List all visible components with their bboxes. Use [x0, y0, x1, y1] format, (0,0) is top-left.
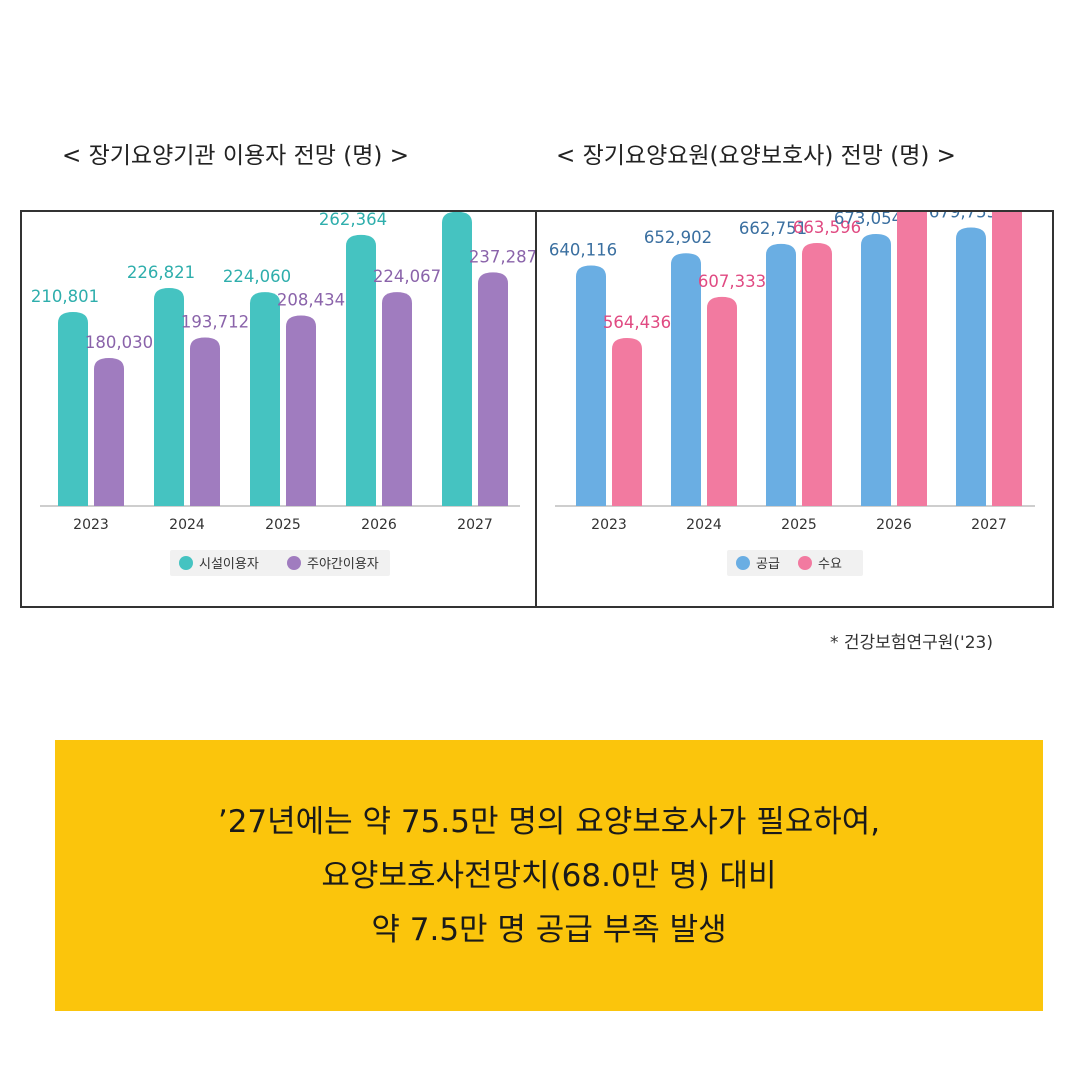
right-bar-수요-2026	[897, 212, 927, 506]
right-data-label-수요-2023: 564,436	[603, 313, 671, 332]
right-legend-swatch-공급	[736, 556, 750, 570]
left-data-label-시설이용자-2026: 262,364	[319, 212, 387, 229]
right-legend-label-공급: 공급	[756, 557, 780, 572]
summary-callout: ’27년에는 약 75.5만 명의 요양보호사가 필요하여, 요양보호사전망치(…	[55, 740, 1043, 1011]
right-data-label-공급-2024: 652,902	[644, 228, 712, 247]
callout-line-3: 약 7.5만 명 공급 부족 발생	[371, 911, 727, 948]
left-chart-title: < 장기요양기관 이용자 전망 (명) >	[62, 143, 409, 169]
left-bar-시설이용자-2023	[58, 311, 88, 506]
left-tick-label-2024: 2024	[169, 517, 205, 533]
left-legend-box	[170, 550, 390, 576]
charts-divider	[535, 210, 537, 608]
right-data-label-수요-2024: 607,333	[698, 272, 766, 291]
right-data-label-공급-2027: 679,755	[929, 212, 997, 222]
source-note: * 건강보험연구원('23)	[830, 633, 993, 653]
right-bar-공급-2023	[576, 265, 606, 506]
charts-frame	[20, 210, 1054, 608]
right-chart-title: < 장기요양요원(요양보호사) 전망 (명) >	[556, 143, 956, 169]
left-bar-시설이용자-2026	[346, 234, 376, 506]
left-legend-label-시설이용자: 시설이용자	[199, 557, 259, 572]
left-legend: 시설이용자 주야간이용자	[170, 550, 390, 576]
right-legend-swatch-수요	[798, 556, 812, 570]
left-data-label-주야간이용자-2027: 237,287	[469, 247, 535, 266]
left-data-label-주야간이용자-2023: 180,030	[85, 333, 153, 352]
left-legend-swatch-시설이용자	[179, 556, 193, 570]
right-bar-공급-2027	[956, 227, 986, 506]
callout-line-2: 요양보호사전망치(68.0만 명) 대비	[321, 857, 777, 894]
right-legend-box	[727, 550, 863, 576]
left-bar-시설이용자-2025	[250, 292, 280, 506]
left-tick-label-2027: 2027	[457, 517, 493, 533]
left-tick-label-2023: 2023	[73, 517, 109, 533]
left-bar-주야간이용자-2027	[478, 272, 508, 506]
left-bar-주야간이용자-2025	[286, 315, 316, 506]
right-tick-label-2023: 2023	[591, 517, 627, 533]
right-bar-수요-2024	[707, 296, 737, 506]
left-data-label-시설이용자-2025: 224,060	[223, 267, 291, 286]
facility-users-chart: 210,801 180,030 2023 226,821 193,712 2024 224,…	[31, 212, 535, 576]
callout-line-1: ’27년에는 약 75.5만 명의 요양보호사가 필요하여,	[217, 803, 881, 840]
right-bar-공급-2024	[671, 253, 701, 506]
left-tick-label-2026: 2026	[361, 517, 397, 533]
right-bar-수요-2023	[612, 338, 642, 506]
caregiver-supply-demand-chart: 640,116 564,436 2023 652,902 607,333 2024 662,…	[549, 212, 1035, 576]
right-bar-공급-2025	[766, 243, 796, 507]
right-legend: 공급 수요	[727, 550, 863, 576]
right-tick-label-2026: 2026	[876, 517, 912, 533]
right-data-label-공급-2026: 673,054	[834, 212, 902, 228]
right-data-label-공급-2025: 662,751	[739, 219, 807, 238]
right-legend-label-수요: 수요	[818, 557, 842, 572]
left-legend-label-주야간이용자: 주야간이용자	[307, 557, 379, 572]
left-bar-주야간이용자-2026	[382, 292, 412, 506]
right-tick-label-2027: 2027	[971, 517, 1007, 533]
right-bar-수요-2027	[992, 212, 1022, 506]
right-tick-label-2024: 2024	[686, 517, 722, 533]
left-bar-주야간이용자-2024	[190, 337, 220, 506]
left-bar-주야간이용자-2023	[94, 358, 124, 506]
left-data-label-주야간이용자-2024: 193,712	[181, 313, 249, 332]
right-bar-공급-2026	[861, 233, 891, 506]
left-data-label-주야간이용자-2025: 208,434	[277, 291, 345, 310]
right-data-label-공급-2023: 640,116	[549, 240, 617, 259]
right-bar-수요-2025	[802, 243, 832, 507]
right-tick-label-2025: 2025	[781, 517, 817, 533]
left-data-label-주야간이용자-2026: 224,067	[373, 267, 441, 286]
left-legend-swatch-주야간이용자	[287, 556, 301, 570]
right-data-label-수요-2025: 663,596	[793, 218, 861, 237]
left-bar-시설이용자-2024	[154, 288, 184, 506]
left-tick-label-2025: 2025	[265, 517, 301, 533]
left-data-label-시설이용자-2023: 210,801	[31, 287, 99, 306]
left-data-label-시설이용자-2024: 226,821	[127, 263, 195, 282]
left-bar-시설이용자-2027	[442, 212, 472, 506]
